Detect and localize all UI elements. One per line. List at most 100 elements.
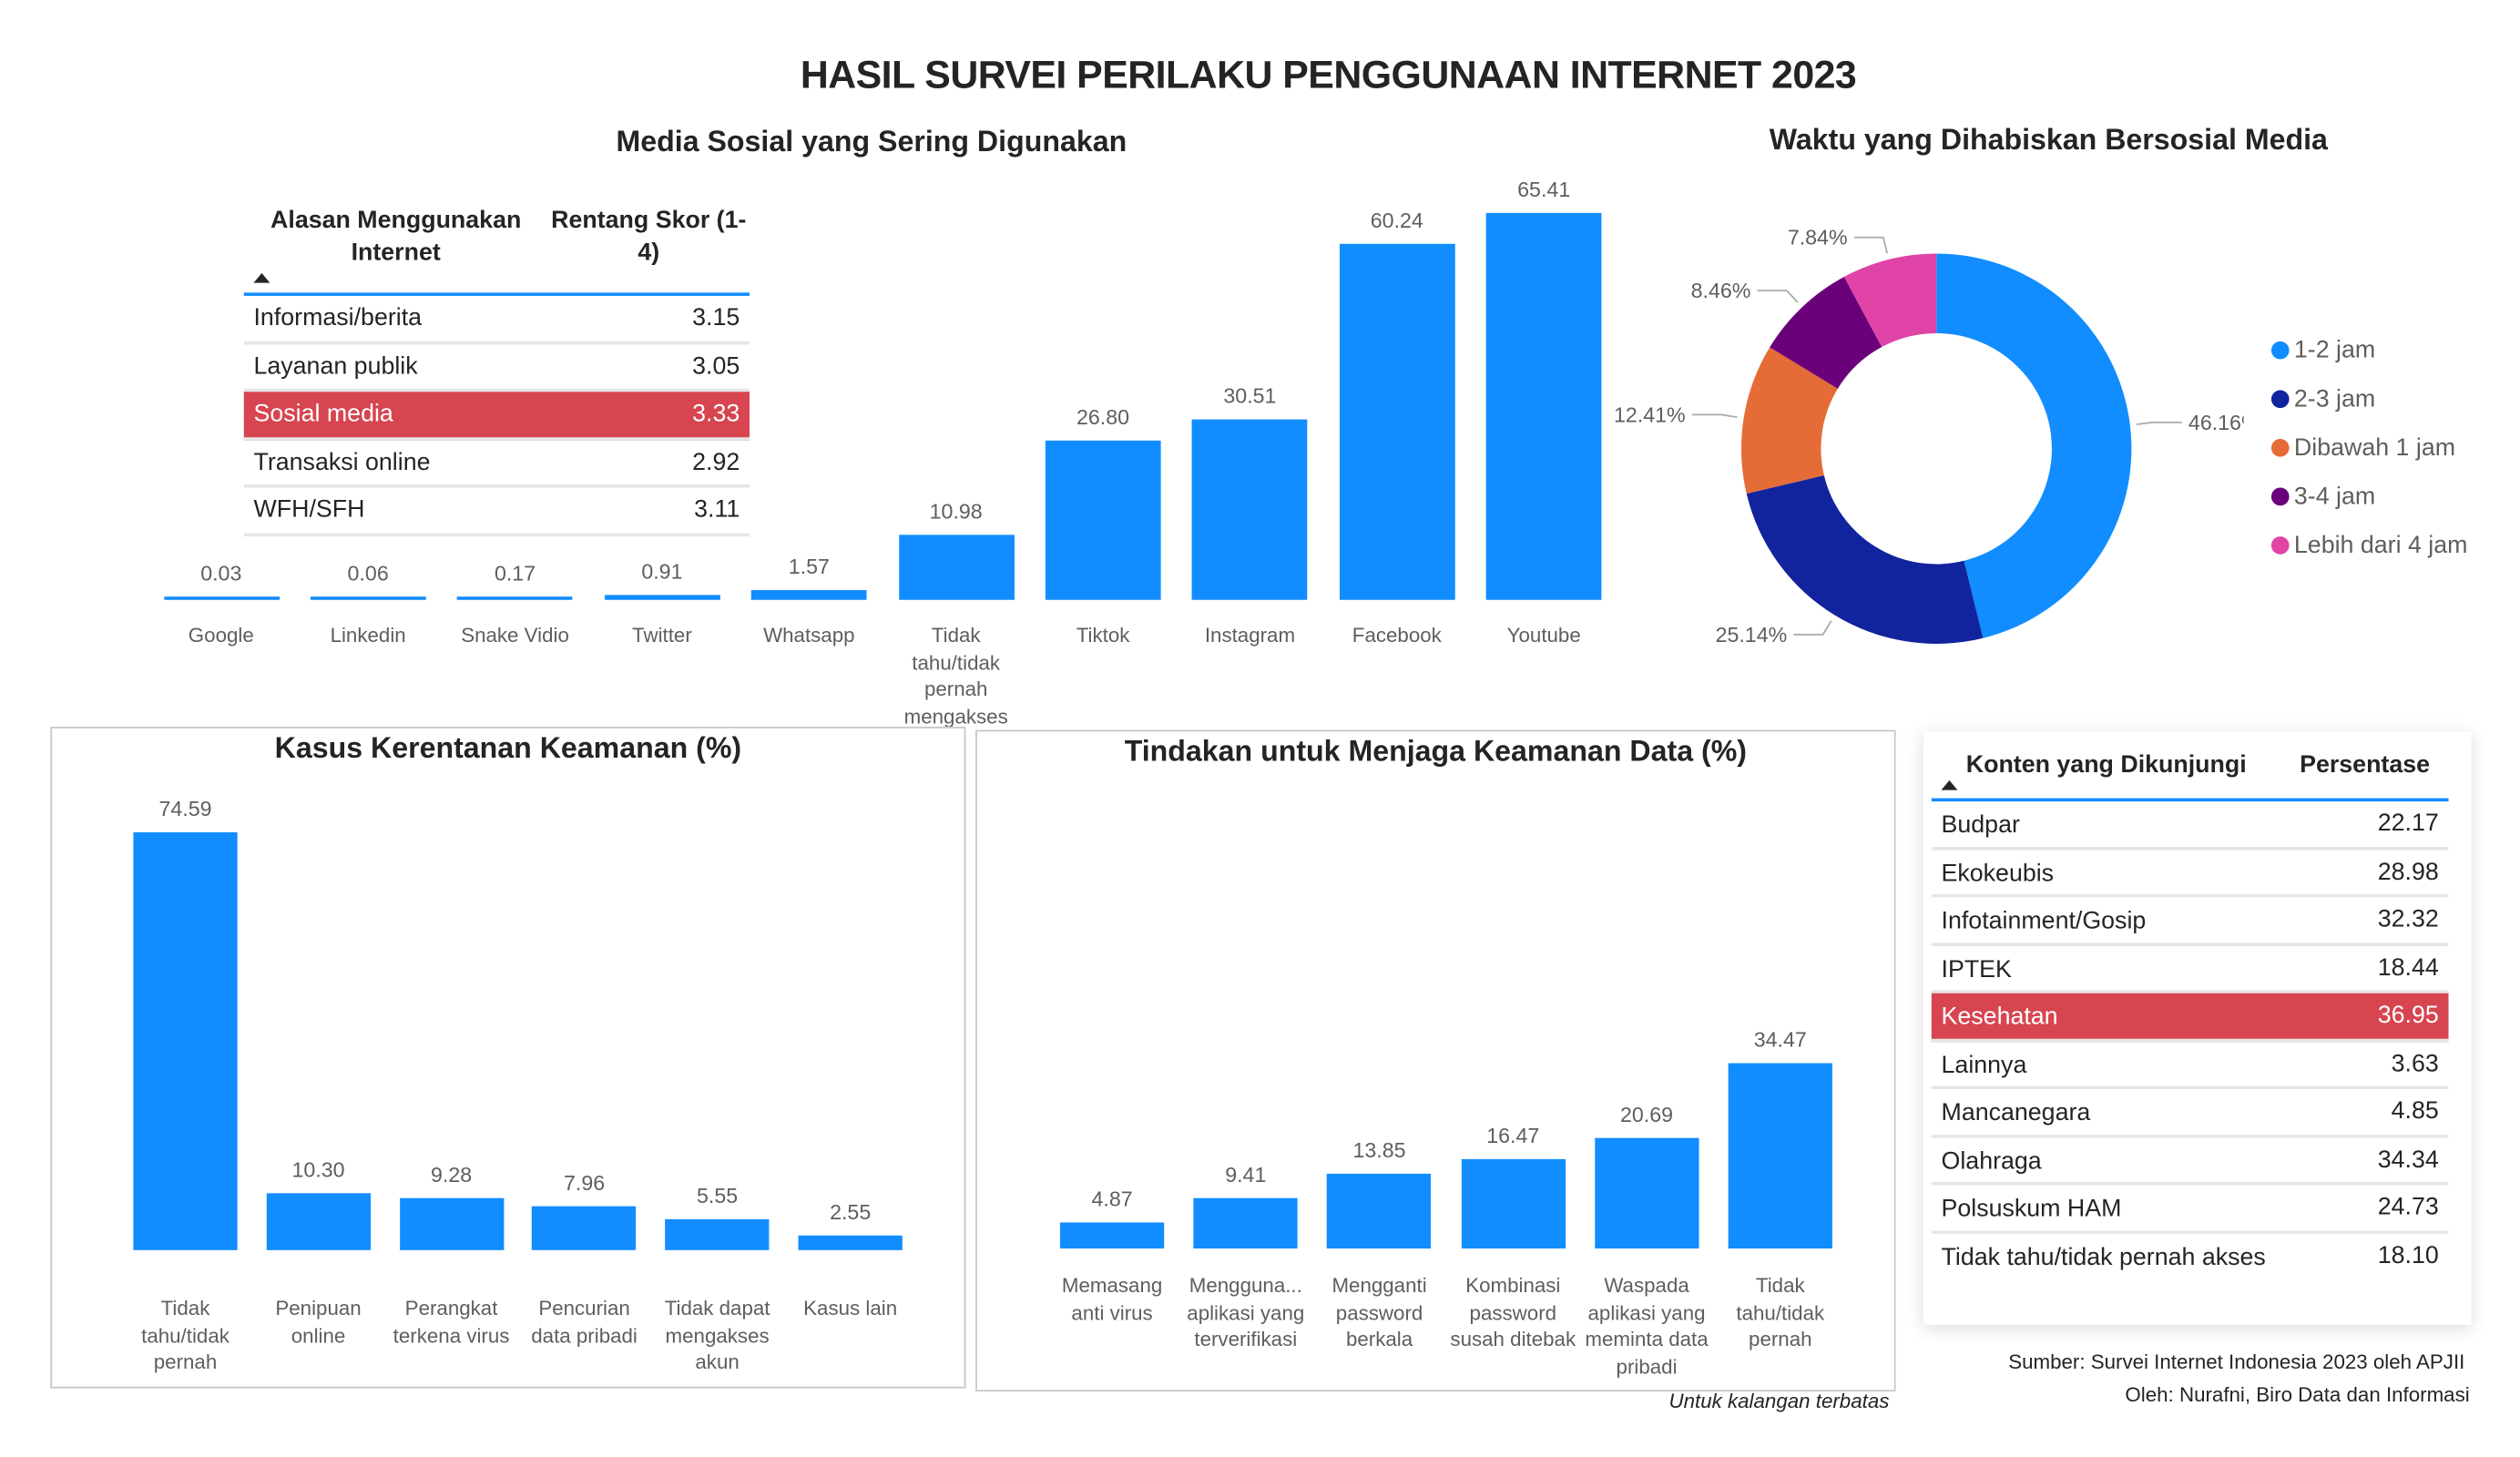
category-label: Tidak dapat mengakses akun: [664, 1297, 770, 1374]
bar[interactable]: [1594, 1136, 1699, 1249]
security-cases-bar-chart: 74.59 Tidak tahu/tidak pernah 10.30 Penipua…: [0, 0, 975, 1414]
sort-ascending-icon[interactable]: [253, 272, 270, 283]
legend-item[interactable]: 2-3 jam: [2270, 385, 2376, 413]
bar[interactable]: [1327, 1174, 1432, 1249]
table-row[interactable]: Olahraga 34.34: [1931, 1137, 2449, 1186]
bar[interactable]: [1728, 1063, 1832, 1249]
legend-dot-icon: [2270, 439, 2290, 457]
category-label: Youtube: [1506, 624, 1581, 647]
bar[interactable]: [457, 596, 573, 600]
table-row[interactable]: Budpar 22.17: [1931, 801, 2449, 850]
leader-line: [1853, 236, 1889, 254]
legend-label: 3-4 jam: [2293, 483, 2376, 511]
category-label: Tidak tahu/tidak pernah: [1736, 1274, 1825, 1351]
table-row[interactable]: Mancanegara 4.85: [1931, 1089, 2449, 1137]
bar[interactable]: [798, 1236, 903, 1250]
category-label: Mengguna... aplikasi yang terverifikasi: [1187, 1274, 1305, 1351]
restricted-note: Untuk kalangan terbatas: [1668, 1390, 1890, 1413]
table-row[interactable]: Informasi/berita 3.15: [243, 296, 750, 344]
bar[interactable]: [1461, 1159, 1566, 1249]
bar[interactable]: [399, 1197, 504, 1250]
bar[interactable]: [1193, 1197, 1298, 1249]
bar[interactable]: [898, 535, 1015, 600]
table-row[interactable]: IPTEK 18.44: [1931, 945, 2449, 993]
bar[interactable]: [133, 832, 238, 1250]
column-header-content[interactable]: Konten yang Dikunjungi: [1965, 750, 2247, 779]
sort-ascending-icon[interactable]: [1941, 779, 1958, 790]
bar[interactable]: [310, 596, 426, 600]
data-label: 0.06: [347, 560, 389, 585]
category-label: Tidak tahu/tidak pernah: [141, 1297, 230, 1374]
table-row[interactable]: Lainnya 3.63: [1931, 1041, 2449, 1090]
row-label: IPTEK: [1941, 954, 2012, 983]
row-label: Tidak tahu/tidak pernah akses: [1941, 1242, 2266, 1271]
legend-item[interactable]: 3-4 jam: [2270, 483, 2376, 511]
donut-slice[interactable]: [1746, 474, 1984, 644]
bar[interactable]: [665, 1218, 770, 1250]
category-label: Tidak tahu/tidak pernah mengakses: [903, 624, 1008, 728]
legend-item[interactable]: Lebih dari 4 jam: [2270, 532, 2467, 559]
data-label: 0.17: [494, 560, 536, 585]
category-label: Tiktok: [1076, 624, 1130, 647]
table-row[interactable]: Infotainment/Gosip 32.32: [1931, 897, 2449, 946]
data-label: 65.41: [1517, 177, 1571, 202]
data-label: 1.57: [788, 555, 830, 580]
header-divider: [1931, 798, 2449, 802]
data-security-actions-panel: [975, 729, 1896, 1392]
legend-item[interactable]: 1-2 jam: [2270, 337, 2375, 364]
row-label: Lainnya: [1941, 1051, 2027, 1079]
bar[interactable]: [750, 590, 867, 600]
table-row[interactable]: Tidak tahu/tidak pernah akses 18.10: [1932, 1233, 2449, 1311]
row-label: Kesehatan: [1941, 1003, 2058, 1031]
legend-label: 2-3 jam: [2293, 385, 2376, 413]
row-value: 2.92: [692, 447, 740, 476]
donut-slice[interactable]: [1740, 347, 1838, 494]
header-divider: [243, 292, 750, 296]
row-value: 22.17: [2377, 810, 2439, 838]
row-value: 34.34: [2377, 1145, 2439, 1174]
donut-slice[interactable]: [1936, 253, 2132, 638]
data-security-actions-bar-chart: 4.87 Memasang anti virus 9.41 Mengguna... a…: [1059, 1027, 1832, 1378]
category-label: Perangkat terkena virus: [393, 1297, 510, 1348]
column-header-percentage[interactable]: Persentase: [2300, 750, 2431, 779]
legend-dot-icon: [2270, 341, 2290, 360]
bar[interactable]: [1339, 243, 1455, 600]
table-row[interactable]: Ekokeubis 28.98: [1931, 850, 2449, 898]
category-label: Instagram: [1204, 624, 1296, 647]
slice-label: 46.16%: [2188, 411, 2244, 434]
row-label: WFH/SFH: [253, 495, 365, 524]
data-label: 5.55: [697, 1183, 739, 1208]
bar[interactable]: [1045, 441, 1161, 600]
slice-label: 7.84%: [1788, 226, 1848, 250]
column-header-reason[interactable]: Alasan Menggunakan Internet: [270, 206, 522, 267]
page-title: HASIL SURVEI PERILAKU PENGGUNAAN INTERNE…: [800, 53, 1857, 98]
table-row[interactable]: Transaksi online 2.92: [243, 440, 750, 488]
bar[interactable]: [532, 1205, 637, 1250]
table-row[interactable]: Sosial media 3.33: [243, 392, 750, 440]
source-note: Sumber: Survei Internet Indonesia 2023 o…: [2008, 1350, 2465, 1374]
table-row[interactable]: Kesehatan 36.95: [1931, 993, 2449, 1042]
row-label: Olahraga: [1941, 1146, 2042, 1175]
table-row[interactable]: Polsuskum HAM 24.73: [1931, 1185, 2449, 1234]
category-label: Memasang anti virus: [1061, 1274, 1163, 1325]
legend-item[interactable]: Dibawah 1 jam: [2270, 434, 2455, 462]
bar[interactable]: [163, 596, 280, 600]
row-label: Infotainment/Gosip: [1941, 907, 2147, 935]
bar[interactable]: [604, 594, 720, 600]
row-value: 18.10: [2377, 1241, 2439, 1269]
bar[interactable]: [1059, 1222, 1165, 1249]
bar[interactable]: [1192, 419, 1308, 600]
donut-slice[interactable]: [1770, 276, 1882, 389]
donut-slice[interactable]: [1843, 253, 1937, 348]
bar[interactable]: [1485, 212, 1602, 600]
data-label: 20.69: [1619, 1101, 1674, 1126]
category-label: Google: [188, 624, 254, 647]
bar[interactable]: [266, 1192, 371, 1250]
table-row[interactable]: Layanan publik 3.05: [243, 344, 750, 392]
column-header-score[interactable]: Rentang Skor (1-4): [551, 206, 747, 267]
row-value: 18.44: [2377, 953, 2439, 982]
table-row[interactable]: WFH/SFH 3.11: [243, 488, 750, 536]
row-label: Ekokeubis: [1941, 859, 2055, 887]
category-label: Waspada aplikasi yang meminta data priba…: [1585, 1274, 1709, 1378]
